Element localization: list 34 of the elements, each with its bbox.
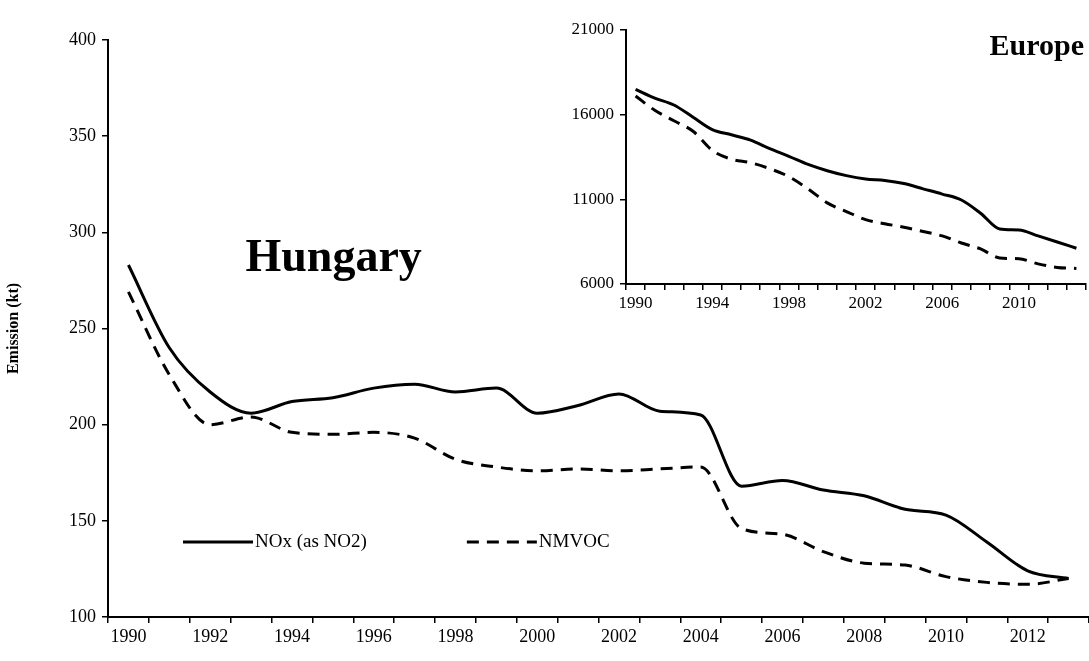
x-tick-label: 2010 xyxy=(1001,292,1036,312)
x-tick-label: 2012 xyxy=(1009,625,1046,646)
x-tick-label: 2002 xyxy=(600,625,637,646)
y-tick-label: 200 xyxy=(69,413,96,434)
x-tick-label: 2004 xyxy=(682,625,719,646)
y-tick-label: 400 xyxy=(69,28,96,49)
y-tick-label: 16000 xyxy=(571,104,614,124)
x-tick-label: 1992 xyxy=(192,625,229,646)
y-axis-title: Emission (kt) xyxy=(3,282,22,375)
y-tick-label: 150 xyxy=(69,509,96,530)
x-tick-label: 1998 xyxy=(771,292,806,312)
x-tick-label: 2010 xyxy=(927,625,964,646)
y-tick-label: 6000 xyxy=(580,273,614,293)
y-tick-label: 11000 xyxy=(572,188,614,208)
text: Hungary xyxy=(245,230,422,282)
y-tick-label: 100 xyxy=(69,605,96,626)
x-tick-label: 1990 xyxy=(110,625,147,646)
x-tick-label: 2008 xyxy=(846,625,883,646)
x-tick-label: 1990 xyxy=(618,292,653,312)
x-tick-label: 1994 xyxy=(273,625,310,646)
x-tick-label: 2000 xyxy=(519,625,556,646)
x-tick-label: 1996 xyxy=(355,625,392,646)
legend-label: NMVOC xyxy=(538,529,610,551)
y-tick-label: 350 xyxy=(69,124,96,145)
y-tick-label: 250 xyxy=(69,317,96,338)
x-tick-label: 2006 xyxy=(925,292,960,312)
y-tick-label: 21000 xyxy=(571,19,614,39)
x-tick-label: 1994 xyxy=(695,292,730,312)
x-tick-label: 1998 xyxy=(437,625,474,646)
x-tick-label: 2002 xyxy=(848,292,883,312)
x-tick-label: 2006 xyxy=(764,625,801,646)
chart-title: Europe xyxy=(989,27,1084,61)
y-tick-label: 300 xyxy=(69,221,96,242)
legend-label: NOx (as NO2) xyxy=(255,529,367,552)
